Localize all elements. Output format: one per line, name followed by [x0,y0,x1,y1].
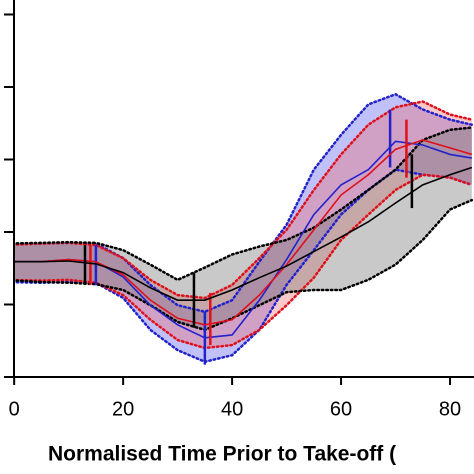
x-tick-label: 80 [439,398,461,420]
x-tick-label: 0 [9,398,20,420]
x-tick-label: 40 [221,398,243,420]
band-edge [14,126,474,282]
mean-line [14,166,473,301]
x-tick-label: 20 [112,398,134,420]
band [14,101,472,348]
x-axis-label: Normalised Time Prior to Take-off ( [48,443,396,466]
x-tick-label: 60 [330,398,352,420]
band [14,94,472,362]
plot-area [14,92,474,365]
band-edge [14,92,474,314]
band-edge [14,100,474,300]
